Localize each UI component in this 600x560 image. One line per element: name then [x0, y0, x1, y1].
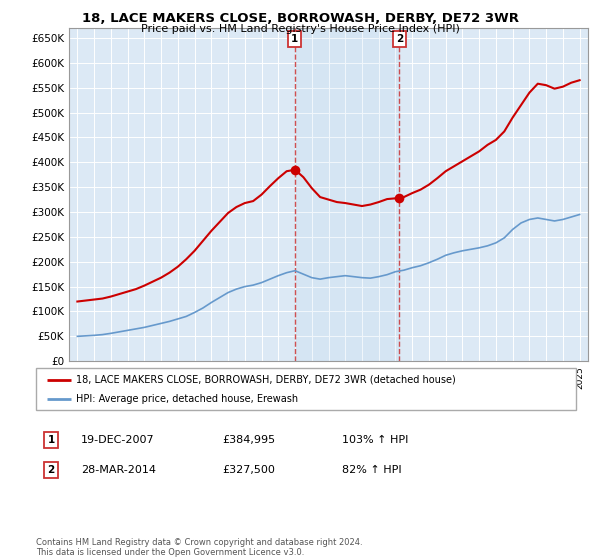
Text: £384,995: £384,995 — [222, 435, 275, 445]
Text: Contains HM Land Registry data © Crown copyright and database right 2024.
This d: Contains HM Land Registry data © Crown c… — [36, 538, 362, 557]
Text: 18, LACE MAKERS CLOSE, BORROWASH, DERBY, DE72 3WR: 18, LACE MAKERS CLOSE, BORROWASH, DERBY,… — [82, 12, 518, 25]
Bar — [295, 28, 400, 361]
Text: 19-DEC-2007: 19-DEC-2007 — [81, 435, 155, 445]
Text: 1: 1 — [47, 435, 55, 445]
Text: 28-MAR-2014: 28-MAR-2014 — [81, 465, 156, 475]
Text: 103% ↑ HPI: 103% ↑ HPI — [342, 435, 409, 445]
Text: 18, LACE MAKERS CLOSE, BORROWASH, DERBY, DE72 3WR (detached house): 18, LACE MAKERS CLOSE, BORROWASH, DERBY,… — [77, 375, 456, 385]
Text: HPI: Average price, detached house, Erewash: HPI: Average price, detached house, Erew… — [77, 394, 299, 404]
Text: 82% ↑ HPI: 82% ↑ HPI — [342, 465, 401, 475]
Text: 2: 2 — [47, 465, 55, 475]
Text: Price paid vs. HM Land Registry's House Price Index (HPI): Price paid vs. HM Land Registry's House … — [140, 24, 460, 34]
Text: 2: 2 — [395, 34, 403, 44]
FancyBboxPatch shape — [36, 368, 576, 410]
Text: £327,500: £327,500 — [222, 465, 275, 475]
Text: 1: 1 — [291, 34, 298, 44]
